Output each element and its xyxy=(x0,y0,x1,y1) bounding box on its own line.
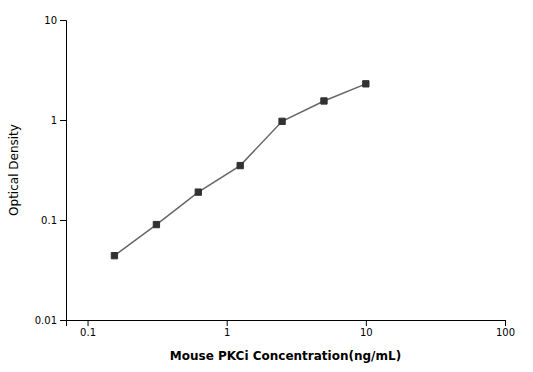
tick-mark xyxy=(227,320,228,326)
tick-mark xyxy=(366,320,367,326)
axis-line xyxy=(60,21,67,321)
y-axis: 0.01 0.1 1 10 xyxy=(35,15,67,326)
tick-label: 0.1 xyxy=(41,215,57,226)
marks xyxy=(111,81,369,259)
tick-mark xyxy=(60,220,66,221)
tick-mark xyxy=(60,120,66,121)
tick-mark xyxy=(60,20,66,21)
tick: 0.01 xyxy=(35,315,66,326)
tick: 0.1 xyxy=(41,215,66,226)
tick: 10 xyxy=(44,15,66,26)
tick-mark xyxy=(60,320,66,321)
tick-mark xyxy=(88,320,89,326)
x-axis-title: Mouse PKCi Concentration(ng/mL) xyxy=(170,349,401,363)
marker xyxy=(321,98,327,104)
tick-label: 10 xyxy=(44,15,57,26)
marker xyxy=(111,252,117,258)
tick: 0.1 xyxy=(80,320,96,338)
x-axis: 0.1 1 10 100 xyxy=(67,320,516,338)
plot: 0.1 1 10 100 0.01 0.1 1 10 Mouse PKCi Concentrat… xyxy=(7,15,515,363)
tick-label: 0.01 xyxy=(35,315,57,326)
marker xyxy=(279,118,285,124)
axis-line xyxy=(67,321,506,327)
tick: 100 xyxy=(496,320,515,338)
line xyxy=(114,84,365,256)
marker xyxy=(363,81,369,87)
marker xyxy=(195,189,201,195)
tick: 1 xyxy=(224,320,230,338)
y-axis-title: Optical Density xyxy=(7,124,21,216)
tick-label: 10 xyxy=(360,327,373,338)
tick-mark xyxy=(505,320,506,326)
chart: 0.1 1 10 100 0.01 0.1 1 10 Mouse PKCi Concentrat… xyxy=(0,0,533,372)
marker xyxy=(153,221,159,227)
marker xyxy=(237,162,243,168)
tick: 10 xyxy=(360,320,373,338)
tick-label: 1 xyxy=(51,115,57,126)
tick: 1 xyxy=(51,115,66,126)
tick-label: 100 xyxy=(496,327,515,338)
tick-label: 1 xyxy=(224,327,230,338)
tick-label: 0.1 xyxy=(80,327,96,338)
